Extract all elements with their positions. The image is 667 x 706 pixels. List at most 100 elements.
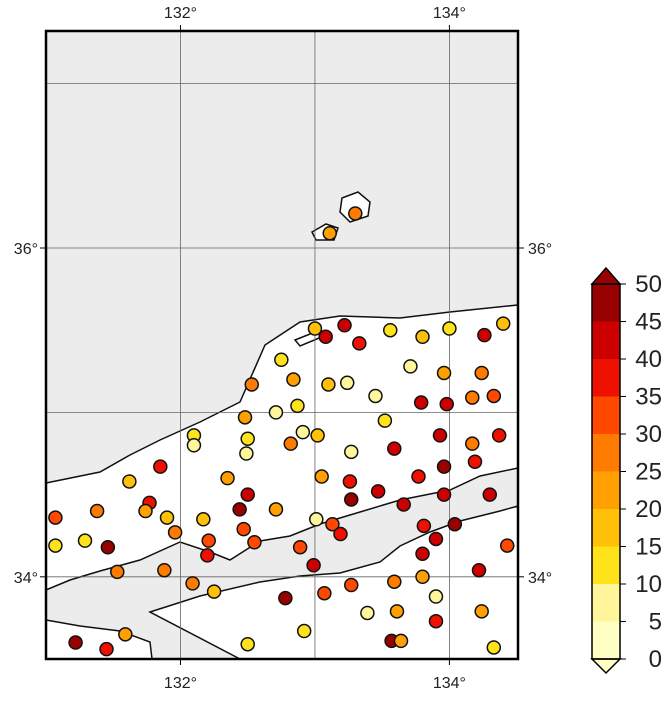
station-marker <box>159 510 175 525</box>
station-marker <box>122 474 137 489</box>
y-tick-label: 36° <box>14 241 38 258</box>
station-marker <box>325 516 340 532</box>
station-marker <box>220 470 235 486</box>
colorbar-label: 30 <box>635 421 662 448</box>
map-frame <box>44 29 520 661</box>
station-marker <box>428 613 444 629</box>
station-marker <box>383 322 398 338</box>
colorbar-label: 10 <box>635 571 662 598</box>
station-marker <box>344 577 359 593</box>
colorbar: 0 5 10 15 20 25 30 35 40 45 50 <box>590 266 662 675</box>
station-marker <box>436 365 452 381</box>
station-marker <box>317 585 332 601</box>
station-marker <box>89 503 105 519</box>
colorbar-band <box>592 396 620 434</box>
station-marker <box>100 539 116 555</box>
station-marker <box>377 413 393 428</box>
station-marker <box>348 206 363 221</box>
x-tick-label: 132° <box>164 675 197 692</box>
station-marker <box>196 512 211 527</box>
station-marker <box>352 336 367 351</box>
x-tick-label: 134° <box>433 5 466 22</box>
station-marker <box>436 459 452 474</box>
colorbar-band <box>592 546 620 584</box>
station-marker <box>471 562 487 578</box>
station-marker <box>99 641 114 657</box>
station-marker <box>321 377 336 392</box>
colorbar-label: 15 <box>635 534 662 561</box>
station-marker <box>157 562 172 578</box>
station-marker <box>236 521 251 537</box>
station-marker <box>240 431 255 446</box>
station-marker <box>268 405 284 420</box>
x-tick-label: 134° <box>433 675 466 692</box>
station-marker <box>274 352 289 368</box>
colorbar-band <box>592 471 620 509</box>
station-marker <box>499 538 515 553</box>
station-marker <box>296 623 312 639</box>
station-marker <box>295 424 311 440</box>
station-marker <box>333 526 348 542</box>
station-marker <box>344 492 359 507</box>
colorbar-label: 0 <box>649 646 662 673</box>
colorbar-label: 25 <box>635 459 662 486</box>
station-marker <box>491 428 507 443</box>
station-marker <box>292 539 308 555</box>
station-marker <box>240 487 255 502</box>
station-marker <box>240 636 255 652</box>
station-marker <box>415 329 430 345</box>
station-marker <box>153 459 168 474</box>
station-marker <box>290 398 305 414</box>
station-marker <box>339 375 355 391</box>
station-marker <box>396 497 411 512</box>
station-marker <box>428 589 444 604</box>
station-marker <box>474 604 489 619</box>
station-marker <box>306 558 321 573</box>
station-marker <box>286 372 301 387</box>
station-marker <box>68 635 83 650</box>
station-marker <box>360 605 375 621</box>
station-marker <box>413 395 429 410</box>
colorbar-label: 35 <box>635 384 662 411</box>
station-marker <box>368 388 383 404</box>
station-marker <box>200 548 215 563</box>
station-marker <box>416 518 432 534</box>
station-marker <box>310 428 325 443</box>
colorbar-band <box>592 621 620 659</box>
colorbar-over <box>590 266 622 285</box>
station-marker <box>186 438 202 453</box>
station-marker <box>322 225 337 241</box>
station-marker <box>344 444 359 460</box>
colorbar-label: 20 <box>635 496 662 523</box>
colorbar-band <box>592 584 620 622</box>
station-marker <box>465 436 480 451</box>
stations <box>48 206 515 657</box>
station-marker <box>201 533 216 548</box>
station-marker <box>309 512 324 527</box>
station-marker <box>283 436 298 451</box>
station-marker <box>370 484 386 499</box>
station-marker <box>403 359 418 374</box>
station-marker <box>465 390 480 405</box>
station-marker <box>342 474 358 489</box>
station-marker <box>411 469 426 484</box>
colorbar-label: 45 <box>635 309 662 336</box>
station-marker <box>486 640 502 655</box>
colorbar-band <box>592 359 620 397</box>
station-marker <box>167 525 183 540</box>
y-tick-label: 34° <box>14 570 38 587</box>
station-marker <box>239 446 254 461</box>
colorbar-band <box>592 434 620 472</box>
station-marker <box>447 516 463 532</box>
station-marker <box>48 510 63 525</box>
station-marker <box>387 574 402 589</box>
station-marker <box>474 365 489 381</box>
y-tick-label: 34° <box>528 570 552 587</box>
colorbar-label: 50 <box>635 271 662 298</box>
station-marker <box>110 564 125 580</box>
station-marker <box>432 428 448 443</box>
station-marker <box>439 396 454 412</box>
station-marker <box>244 377 259 392</box>
station-marker <box>278 590 293 606</box>
station-marker <box>467 454 483 469</box>
